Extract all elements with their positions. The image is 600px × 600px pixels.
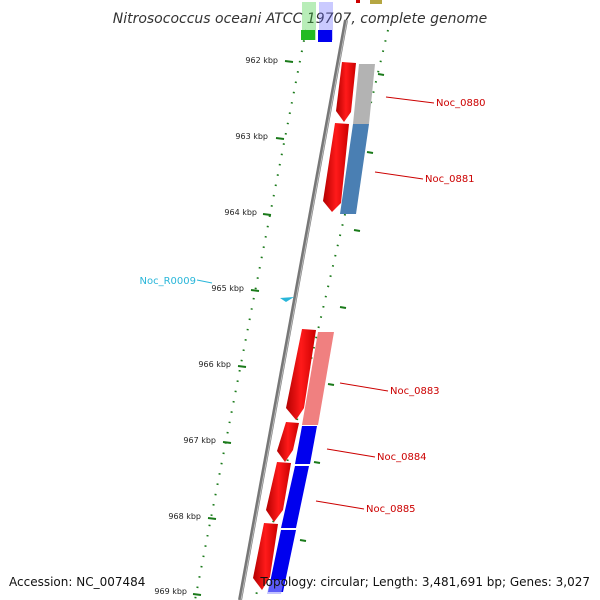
protein-bar[interactable] [281,466,309,528]
gene-bar[interactable] [340,124,369,214]
topology-text: Topology: circular; Length: 3,481,691 bp… [259,575,590,589]
kbp-tick-label: 964 kbp [224,208,257,217]
outer-tick-dashes [299,73,385,542]
cds-arrow[interactable] [323,123,349,212]
kbp-ticks: 962 kbp 963 kbp 964 kbp 965 kbp 966 kbp 967 k… [154,56,294,596]
gene-label[interactable]: Noc_0885 [366,504,416,515]
gene-label[interactable]: Noc_0880 [436,98,486,109]
kbp-tick-mark [275,137,285,140]
protein-bar[interactable] [295,426,317,464]
gene-features [253,62,375,594]
pseudo-bar[interactable] [302,332,334,425]
cds-arrow[interactable] [286,329,316,420]
kbp-tick-label: 969 kbp [154,587,187,596]
genome-backbone [238,19,348,600]
top-partial-features [301,0,382,42]
gene-leader-line [374,171,424,180]
kbp-tick-label: 966 kbp [198,360,231,369]
gene-label[interactable]: Noc_R0009 [140,276,197,287]
gene-label[interactable]: Noc_0881 [425,174,475,185]
gene-leader-line [196,279,213,284]
accession-text: Accession: NC_007484 [9,575,145,589]
kbp-tick-mark [207,517,217,520]
protein-bar[interactable] [268,530,296,592]
gene-leader-line [339,382,389,392]
cds-arrow[interactable] [253,523,278,590]
gene-leader-line [326,448,376,458]
gene-leader-line [385,96,435,104]
kbp-tick-mark [250,289,260,292]
cds-arrow[interactable] [277,422,299,462]
kbp-tick-label: 965 kbp [211,284,244,293]
trna-marker[interactable] [280,297,294,302]
kbp-tick-mark [284,60,294,63]
kbp-tick-label: 962 kbp [245,56,278,65]
cds-arrow[interactable] [266,462,291,522]
kbp-tick-mark [222,441,232,444]
gene-labels: Noc_0880 Noc_0881 Noc_0883 Noc_0884 Noc_0885… [140,96,486,515]
cds-arrow[interactable] [336,62,356,122]
protein-bar[interactable] [267,580,284,594]
gene-bar[interactable] [353,64,375,124]
inner-dotted-ring [194,29,307,600]
kbp-tick-label: 967 kbp [183,436,216,445]
gene-label[interactable]: Noc_0884 [377,452,427,463]
kbp-tick-mark [262,213,272,216]
map-title: Nitrosococcus oceani ATCC 19707, complet… [113,11,488,27]
kbp-tick-mark [192,593,202,596]
gene-leader-line [315,500,365,510]
kbp-tick-mark [237,365,247,368]
gene-label[interactable]: Noc_0883 [390,386,440,397]
kbp-tick-label: 963 kbp [235,132,268,141]
kbp-tick-label: 968 kbp [168,512,201,521]
